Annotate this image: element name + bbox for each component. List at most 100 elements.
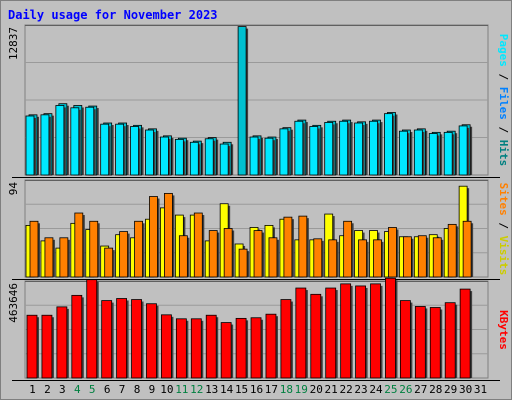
kbytes-bar [146,303,157,379]
right-axis-label-middle: Sites / Visits [497,183,510,276]
sites-bar [193,212,203,278]
pages-bar [115,123,125,176]
y-tick-label: 12837 [7,27,20,60]
sites-bar [164,193,173,278]
kbytes-bar [56,306,68,379]
chart-title: Daily usage for November 2023 [8,8,218,22]
pages-bar [249,136,259,176]
sites-bar [89,220,99,278]
pages-bar [264,137,274,176]
sites-bar [328,239,338,278]
kbytes-bar [26,314,38,379]
pages-bar [339,120,349,176]
pages-bar [40,114,50,176]
y-tick-label: 94 [7,182,20,196]
pages-bar [189,141,199,176]
kbytes-bar [116,298,128,379]
sites-bar [74,212,84,278]
pages-bar [324,122,334,176]
kbytes-bar [265,313,277,379]
sites-bar [59,237,69,278]
kbytes-bar [220,322,232,379]
sites-bar [223,228,233,278]
pages-bar [354,122,363,176]
x-tick-label: 27 [414,383,427,396]
pages-bar [160,136,169,176]
pages-bar [100,123,110,176]
x-tick-label: 9 [149,383,156,396]
x-tick-label: 2 [44,383,51,396]
x-tick-label: 31 [474,383,487,396]
sites-bar [462,220,472,278]
x-tick-label: 3 [59,383,66,396]
sites-bar [402,236,412,278]
ylabel-part: Pages [497,34,510,67]
kbytes-bar [161,314,172,379]
right-axis-label-bottom: KBytes [497,310,510,350]
sites-bar [149,196,158,278]
ylabel-part: Files [497,87,510,120]
sites-bar [373,239,382,278]
sites-bar [253,230,263,278]
kbytes-bar [414,306,426,379]
kbytes-bar [250,317,262,379]
ylabel-part: Sites [497,183,510,216]
kbytes-bar [190,318,202,379]
pages-bar [458,125,468,176]
kbytes-bar [325,287,337,379]
x-tick-label: 26 [399,383,412,396]
x-tick-label: 30 [459,383,472,396]
x-tick-label: 8 [134,383,141,396]
hits-bar [237,26,247,176]
ylabel-part: KBytes [497,310,510,350]
sites-bar [283,216,293,278]
x-tick-label: 5 [89,383,96,396]
sites-bar [343,220,353,278]
kbytes-bar [444,302,456,379]
x-tick-label: 1 [29,383,36,396]
kbytes-bar [101,300,113,379]
sites-bar [298,215,308,278]
ylabel-part: Visits [497,236,510,276]
kbytes-bar [71,294,83,379]
kbytes-bar [131,299,142,379]
kbytes-bar [235,317,247,379]
x-tick-label: 14 [220,383,234,396]
kbytes-bar [340,283,352,379]
sites-bar [104,247,114,278]
pages-bar [294,120,304,176]
x-tick-label: 19 [295,383,308,396]
pages-bar [398,130,408,176]
ylabel-part: Hits [497,140,510,167]
kbytes-bar [385,277,396,379]
x-tick-label: 22 [339,383,352,396]
right-axis-label-top: Pages / Files / Hits [497,34,510,167]
sites-bar [432,237,442,278]
kbytes-bar [280,299,292,379]
pages-bar [145,129,154,176]
kbytes-bar [310,293,322,379]
pages-bar [413,129,423,176]
x-tick-label: 28 [429,383,442,396]
sites-bar [313,238,323,278]
x-tick-label: 6 [104,383,111,396]
kbytes-bar [459,288,471,379]
kbytes-bar [295,287,307,379]
pages-bar [443,131,453,176]
kbytes-bar [86,279,98,379]
x-tick-label: 17 [265,383,278,396]
sites-bar [238,248,248,278]
pages-bar [55,105,65,176]
kbytes-bar [205,314,217,379]
pages-bar [70,107,80,176]
sites-bar [417,235,427,278]
kbytes-bar [355,285,366,379]
sites-bar [358,239,367,278]
x-tick-label: 18 [280,383,293,396]
pages-bar [428,133,438,176]
pages-bar [309,126,319,176]
x-tick-label: 13 [205,383,218,396]
x-tick-label: 25 [384,383,397,396]
x-tick-label: 24 [369,383,383,396]
